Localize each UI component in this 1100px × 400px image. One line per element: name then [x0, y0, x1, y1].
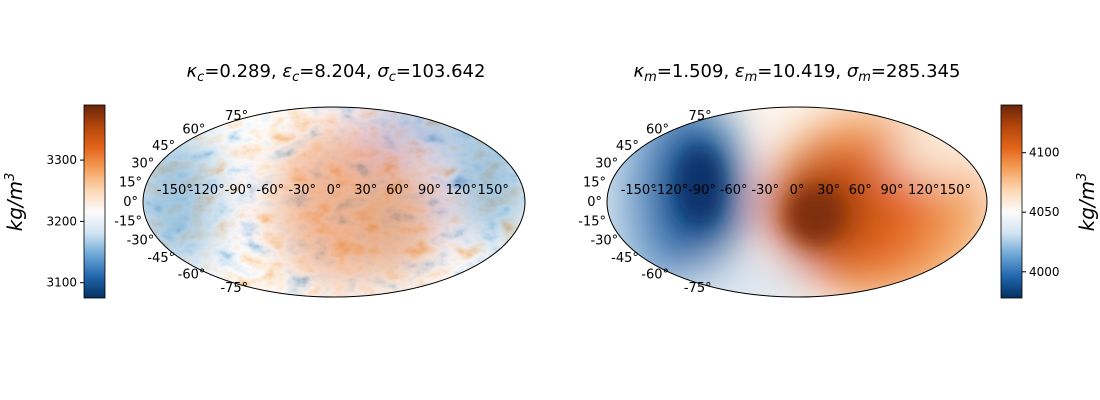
title-symbol: σ — [377, 61, 389, 82]
lat-tick-label: 30° — [595, 157, 618, 172]
lat-tick-label: 45° — [152, 139, 175, 154]
lon-tick-labels-mantle: -150°-120° -90° -60° -30° 0° 30° 60° 90° 120° 150… — [621, 183, 971, 198]
map-crust-field — [143, 107, 525, 297]
lon-tick-label: -90° — [225, 183, 253, 198]
map-crust-outline — [142, 106, 526, 298]
title-value: =10.419, — [757, 61, 847, 82]
lon-tick-label: 90° — [418, 183, 441, 198]
map-mantle-field — [607, 107, 987, 297]
title-symbol: σ — [847, 61, 859, 82]
lon-tick-label: -120° — [189, 183, 225, 198]
title-value: =285.345 — [871, 61, 961, 82]
colorbar-crust-bar — [83, 104, 106, 299]
lon-tick-label: 150° — [940, 183, 971, 198]
lon-tick-label: 30° — [817, 183, 840, 198]
colorbar-tick-label: 4000 — [1029, 265, 1060, 279]
lat-tick-label: -60° — [641, 267, 669, 282]
title-subscript: c — [292, 70, 299, 85]
colorbar-crust-ticks: 3100 3200 3300 — [46, 153, 84, 290]
lat-tick-label: -75° — [220, 281, 248, 296]
lat-tick-label: 0° — [587, 195, 602, 210]
title-symbol: κ — [634, 61, 645, 82]
lon-tick-label: 0° — [790, 183, 805, 198]
colorbar-mantle-ticks: 4000 4050 4100 — [1022, 146, 1060, 279]
lat-tick-label: 30° — [131, 157, 154, 172]
title-symbol: κ — [187, 61, 198, 82]
lon-tick-label: 120° — [908, 183, 939, 198]
lon-tick-label: -60° — [256, 183, 284, 198]
lat-tick-labels-mantle: 75° 60° 45° 30° 15° 0° -15° -30° -45°-60° -75° — [578, 109, 711, 296]
map-crust — [142, 106, 526, 298]
colorbar-mantle-bar — [1000, 104, 1023, 299]
lon-tick-label: 150° — [478, 183, 509, 198]
title-value: =0.289, — [204, 61, 282, 82]
colorbar-tick-label: 4100 — [1029, 146, 1060, 160]
lat-tick-label: -30° — [127, 233, 155, 248]
colorbar-tick-label: 3100 — [46, 276, 77, 290]
chart-title-mantle: κm=1.509, εm=10.419, σm=285.345 — [634, 61, 961, 85]
colorbar-tick-label: 3300 — [46, 153, 77, 167]
lon-tick-label: -30° — [751, 183, 779, 198]
lon-tick-label: -60° — [720, 183, 748, 198]
title-subscript: c — [389, 70, 396, 85]
lon-tick-labels-crust: -150°-120° -90° -60° -30° 0° 30° 60° 90° 120° 150… — [157, 183, 509, 198]
lat-tick-label: 0° — [123, 195, 138, 210]
colorbar-tick-label: 4050 — [1029, 205, 1060, 219]
lon-tick-label: 60° — [849, 183, 872, 198]
lat-tick-label: -45° — [611, 251, 639, 266]
lat-tick-labels-crust: 75° 60° 45° 30° 15° 0° -15° -30° -45°-60° -75° — [114, 109, 248, 296]
lon-tick-label: 0° — [327, 183, 342, 198]
colorbar-mantle: 4000 4050 4100 kg/m3 — [1000, 104, 1099, 299]
lat-tick-label: 75° — [225, 109, 248, 124]
lat-tick-label: 15° — [119, 176, 142, 191]
lat-tick-label: -30° — [590, 233, 618, 248]
lon-tick-label: -30° — [288, 183, 316, 198]
title-subscript: c — [197, 70, 204, 85]
chart-title-crust: κc=0.289, εc=8.204, σc=103.642 — [187, 61, 486, 85]
map-mantle-outline — [606, 106, 988, 298]
lon-tick-label: -120° — [652, 183, 688, 198]
lat-tick-label: 60° — [182, 123, 205, 138]
lat-tick-label: 15° — [583, 176, 606, 191]
colorbar-label-base: kg/m — [3, 181, 27, 232]
lat-tick-label: -75° — [684, 281, 712, 296]
colorbar-label-sup: 3 — [3, 173, 18, 181]
title-value: =8.204, — [299, 61, 377, 82]
colorbar-label-sup: 3 — [1075, 173, 1090, 181]
title-symbol: ε — [282, 61, 292, 82]
title-subscript: m — [644, 70, 657, 85]
lon-tick-label: -90° — [688, 183, 716, 198]
lon-tick-label: 30° — [354, 183, 377, 198]
title-subscript: m — [858, 70, 871, 85]
lon-tick-label: -150° — [157, 183, 193, 198]
lon-tick-label: 120° — [446, 183, 477, 198]
lon-tick-label: -150° — [621, 183, 657, 198]
map-mantle — [606, 106, 988, 298]
colorbar-tick-label: 3200 — [46, 214, 77, 228]
title-value: =103.642 — [396, 61, 486, 82]
lon-tick-label: 60° — [386, 183, 409, 198]
colorbar-crust-label: kg/m3 — [3, 173, 27, 232]
lat-tick-label: -60° — [178, 267, 206, 282]
title-value: =1.509, — [657, 61, 735, 82]
colorbar-label-base: kg/m — [1075, 181, 1099, 232]
colorbar-mantle-label: kg/m3 — [1075, 173, 1099, 232]
lon-tick-label: 90° — [880, 183, 903, 198]
colorbar-crust: 3100 3200 3300 kg/m3 — [3, 104, 106, 299]
lat-tick-label: 60° — [646, 123, 669, 138]
title-symbol: ε — [735, 61, 745, 82]
lat-tick-label: 75° — [689, 109, 712, 124]
lat-tick-label: -15° — [114, 214, 142, 229]
lat-tick-label: -15° — [578, 214, 606, 229]
lat-tick-label: 45° — [616, 139, 639, 154]
lat-tick-label: -45° — [147, 251, 175, 266]
title-subscript: m — [745, 70, 758, 85]
